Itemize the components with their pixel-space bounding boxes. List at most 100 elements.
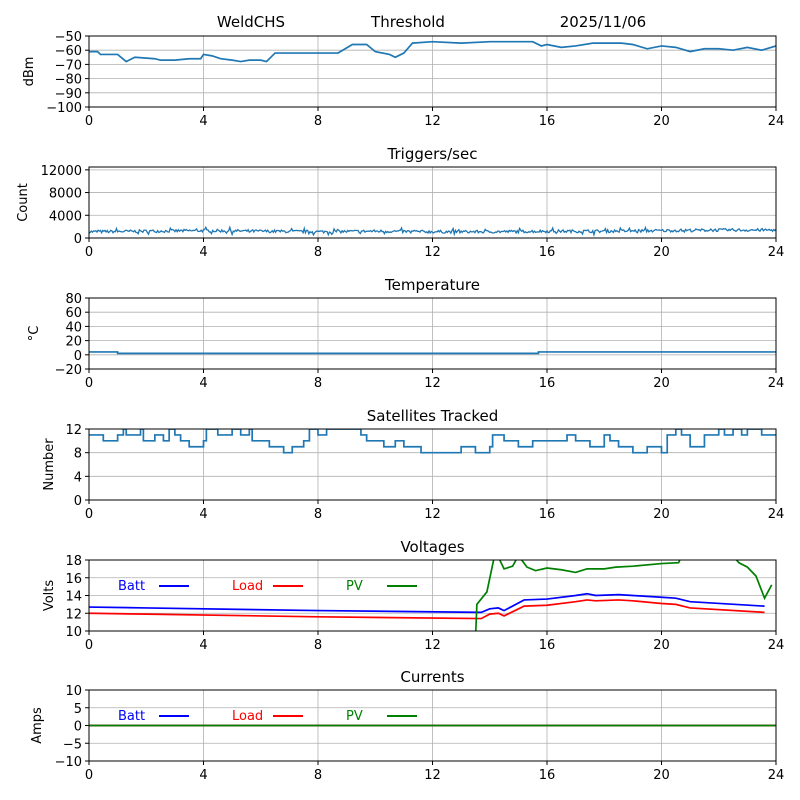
y-tick-label: 14 — [65, 590, 82, 605]
x-tick-label: 20 — [653, 114, 670, 129]
series-line-batt — [89, 592, 765, 614]
y-axis-label: Amps — [30, 707, 45, 744]
x-tick-label: 0 — [85, 114, 93, 129]
y-axis-label: °C — [27, 326, 42, 342]
panel-title: Voltages — [400, 538, 464, 556]
x-tick-label: 0 — [85, 507, 93, 522]
series-line-signal — [89, 40, 776, 63]
y-tick-label: 12 — [65, 607, 82, 622]
axes-frame — [88, 689, 777, 762]
y-tick-label: −5 — [63, 737, 82, 752]
y-tick-label: 20 — [65, 335, 82, 350]
panel-title: Temperature — [384, 276, 480, 294]
y-tick-label: −60 — [55, 44, 82, 59]
x-tick-label: 20 — [653, 638, 670, 653]
y-tick-label: 8000 — [49, 187, 82, 202]
x-tick-label: 12 — [424, 507, 441, 522]
x-tick-label: 12 — [424, 114, 441, 129]
x-tick-label: 0 — [85, 638, 93, 653]
series-line-load — [89, 599, 765, 620]
legend-label-batt: Batt — [118, 579, 145, 594]
x-tick-label: 12 — [424, 638, 441, 653]
x-tick-label: 16 — [539, 638, 556, 653]
y-axis-label: Count — [16, 183, 31, 222]
y-tick-label: 5 — [74, 702, 82, 717]
y-tick-label: −90 — [55, 87, 82, 102]
x-tick-label: 4 — [199, 768, 207, 783]
x-tick-label: 16 — [539, 376, 556, 391]
x-tick-label: 20 — [653, 376, 670, 391]
y-tick-label: −10 — [55, 755, 82, 770]
axes-frame — [88, 35, 777, 108]
y-tick-label: 0 — [74, 232, 82, 247]
series-line-satellites — [89, 429, 776, 454]
x-tick-label: 20 — [653, 245, 670, 260]
y-tick-label: −80 — [55, 73, 82, 88]
x-tick-label: 24 — [768, 638, 785, 653]
x-tick-label: 0 — [85, 376, 93, 391]
x-tick-label: 8 — [314, 507, 322, 522]
y-tick-label: 0 — [74, 494, 82, 509]
x-tick-label: 8 — [314, 114, 322, 129]
x-tick-label: 4 — [199, 245, 207, 260]
header-mode: Threshold — [370, 13, 445, 31]
x-tick-label: 16 — [539, 768, 556, 783]
panel-4: Voltages 0 4 8 12 16 20 24 10 12 14 16 18 Volts Batt Lo… — [42, 538, 784, 653]
y-tick-label: −70 — [55, 58, 82, 73]
header-site: WeldCHS — [217, 13, 285, 31]
legend-label-pv: PV — [346, 709, 363, 724]
y-tick-label: 8 — [74, 447, 82, 462]
x-tick-label: 16 — [539, 245, 556, 260]
axes-frame — [88, 297, 777, 370]
x-tick-label: 4 — [199, 114, 207, 129]
legend-label-batt: Batt — [118, 709, 145, 724]
panel-title: Satellites Tracked — [367, 407, 498, 425]
panel-title: Triggers/sec — [387, 145, 478, 163]
y-tick-label: 12 — [65, 423, 82, 438]
panel-1: Triggers/sec 0 4 8 12 16 20 24 0 4000 8000 12000 Cou… — [16, 145, 784, 260]
y-axis-label: Volts — [42, 580, 57, 612]
x-tick-label: 8 — [314, 638, 322, 653]
x-tick-label: 20 — [653, 768, 670, 783]
y-tick-label: 10 — [65, 625, 82, 640]
y-tick-label: −50 — [55, 30, 82, 45]
x-tick-label: 24 — [768, 245, 785, 260]
legend-label-load: Load — [232, 709, 263, 724]
y-tick-label: 80 — [65, 292, 82, 307]
y-tick-label: 40 — [65, 320, 82, 335]
x-tick-label: 20 — [653, 507, 670, 522]
panel-title: Currents — [400, 668, 464, 686]
axes-frame — [88, 559, 777, 632]
x-tick-label: 4 — [199, 507, 207, 522]
x-tick-label: 0 — [85, 245, 93, 260]
axes-frame — [88, 166, 777, 239]
x-tick-label: 12 — [424, 768, 441, 783]
y-axis-label: Number — [42, 438, 57, 491]
x-tick-label: 8 — [314, 245, 322, 260]
y-tick-label: −100 — [46, 101, 82, 116]
x-tick-label: 24 — [768, 768, 785, 783]
panel-3: Satellites Tracked 0 4 8 12 16 20 24 0 4 8 12 Number — [42, 407, 784, 522]
y-axis-label: dBm — [22, 57, 37, 87]
y-tick-label: 10 — [65, 684, 82, 699]
x-tick-label: 0 — [85, 768, 93, 783]
y-tick-label: 4000 — [49, 209, 82, 224]
x-tick-label: 24 — [768, 507, 785, 522]
y-tick-label: 4 — [74, 470, 82, 485]
panel-0: 0 4 8 12 16 20 24 −100−90−80−70−60−50 dBm — [22, 30, 784, 129]
x-tick-label: 8 — [314, 376, 322, 391]
y-tick-label: 16 — [65, 572, 82, 587]
x-tick-label: 12 — [424, 376, 441, 391]
header-date: 2025/11/06 — [560, 13, 646, 31]
series-line-temperature — [89, 351, 776, 355]
x-tick-label: 8 — [314, 768, 322, 783]
x-tick-label: 16 — [539, 114, 556, 129]
x-tick-label: 16 — [539, 507, 556, 522]
y-tick-label: 18 — [65, 554, 82, 569]
y-tick-label: 12000 — [41, 164, 82, 179]
y-tick-label: 0 — [74, 720, 82, 735]
y-tick-label: −20 — [55, 363, 82, 378]
